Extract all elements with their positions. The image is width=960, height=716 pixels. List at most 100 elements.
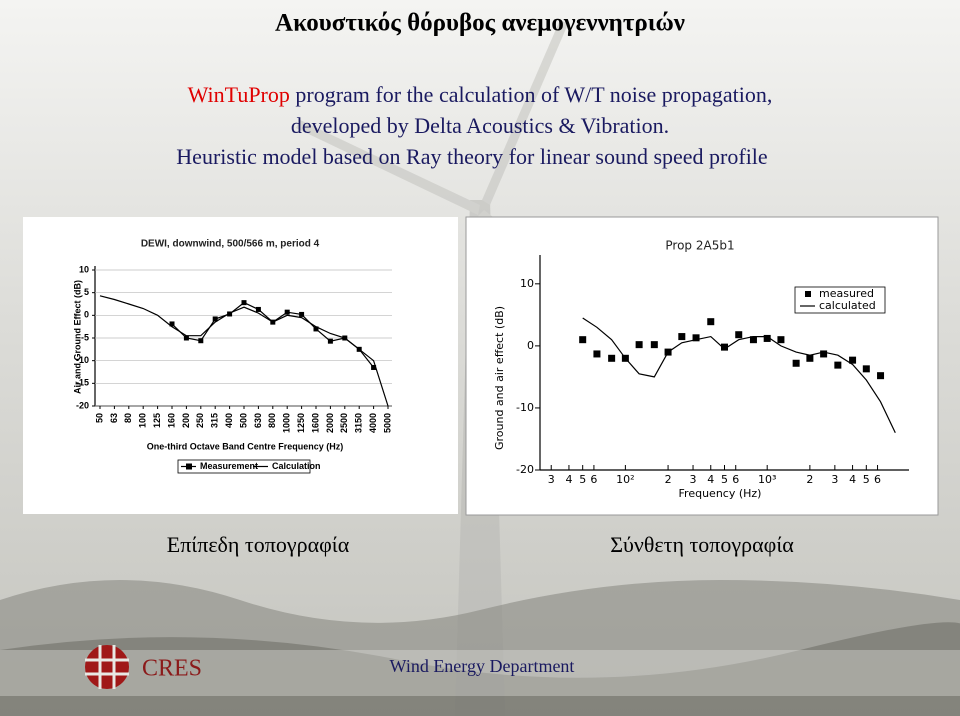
x-tick-label: 500 (238, 413, 248, 428)
legend-label: calculated (819, 299, 876, 312)
x-tick-label: 80 (123, 413, 133, 423)
x-axis-label: One-third Octave Band Centre Frequency (… (147, 441, 344, 451)
foreground (0, 622, 960, 716)
x-tick-label: 3 (690, 473, 697, 486)
y-axis-label: Air and Ground Effect (dB) (72, 280, 82, 394)
intro-text: program for the calculation of W/T noise… (290, 82, 772, 107)
y-tick-label: 5 (84, 287, 89, 297)
marker (777, 336, 785, 344)
y-tick-label: 0 (84, 310, 89, 320)
x-tick-label: 125 (152, 413, 162, 428)
footer-logo-text: CRES (142, 656, 202, 682)
marker (806, 354, 814, 362)
x-tick-label: 5 (721, 473, 728, 486)
legend-swatch (186, 463, 192, 470)
marker (371, 364, 377, 370)
chart-title: Prop 2A5b1 (665, 239, 734, 253)
marker (650, 341, 658, 349)
y-tick-label: 10 (79, 264, 89, 274)
x-tick-label: 6 (590, 473, 597, 486)
x-tick-label: 2 (665, 473, 672, 486)
chart: -20 -15 -10 -5 0 5 10 50 63 80 100 125 160 200 250 315 4… (72, 239, 392, 474)
marker (327, 338, 333, 344)
x-tick-label: 1250 (296, 413, 306, 433)
y-tick-label: -10 (76, 355, 89, 365)
chart-panel (465, 216, 939, 516)
marker (313, 326, 319, 332)
slide-title: Ακουστικός θόρυβος ανεμογεννητριών (275, 10, 685, 37)
marker (284, 309, 290, 315)
x-tick-label: 200 (181, 413, 191, 428)
x-tick-label: 5000 (382, 413, 392, 433)
marker (608, 354, 616, 362)
y-tick-label: 10 (520, 277, 534, 290)
marker (169, 321, 175, 327)
y-tick-label: -20 (76, 400, 89, 410)
legend-box (177, 459, 311, 474)
marker (227, 311, 233, 317)
y-tick-label: -5 (81, 332, 89, 342)
marker (579, 336, 587, 344)
marker (635, 341, 643, 349)
x-tick-label: 63 (109, 413, 119, 423)
marker (255, 306, 261, 312)
y-tick-label: -10 (516, 401, 534, 414)
x-tick-label: 630 (253, 413, 263, 428)
marker (862, 365, 870, 373)
marker (183, 335, 189, 341)
footer-band (0, 650, 960, 696)
marker (721, 343, 728, 351)
marker (849, 356, 857, 364)
x-tick-label: 6 (874, 473, 881, 486)
y-tick-label: -15 (76, 378, 89, 388)
marker (198, 338, 204, 344)
x-tick-label: 2000 (325, 413, 335, 433)
intro-line: developed by Delta Acoustics & Vibration… (291, 113, 669, 138)
x-tick-label: 100 (138, 413, 148, 428)
marker (299, 311, 305, 317)
legend-label: Calculation (272, 461, 321, 471)
marker (820, 350, 828, 358)
marker (763, 334, 771, 342)
x-tick-label: 3 (831, 473, 838, 486)
marker (877, 372, 885, 380)
x-tick-label: 315 (210, 413, 220, 428)
marker (593, 350, 601, 358)
x-tick-label: 50 (94, 413, 104, 423)
x-tick-label: 4 (849, 473, 856, 486)
x-tick-label: 400 (224, 413, 234, 428)
caption: Σύνθετη τοπογραφία (610, 532, 794, 557)
marker (735, 331, 743, 339)
legend-swatch (805, 291, 811, 297)
x-tick-label: 3150 (354, 413, 364, 433)
x-tick-label: 2500 (339, 413, 349, 433)
marker (692, 334, 700, 342)
x-tick-label: 4 (707, 473, 714, 486)
marker (707, 318, 715, 326)
chart-title: DEWI, downwind, 500/566 m, period 4 (141, 239, 320, 250)
x-tick-label: 160 (166, 413, 176, 428)
legend-label: measured (819, 287, 874, 300)
x-tick-label: 5 (863, 473, 870, 486)
x-tick-label: 10³ (758, 473, 776, 486)
x-tick-label: 10² (616, 473, 634, 486)
y-tick-label: -20 (516, 463, 534, 476)
x-tick-label: 1600 (310, 413, 320, 433)
marker (834, 361, 842, 369)
x-tick-label: 6 (732, 473, 739, 486)
marker (749, 336, 757, 344)
x-tick-label: 5 (579, 473, 586, 486)
program-name: WinTuProp (188, 82, 290, 107)
intro-line: Heuristic model based on Ray theory for … (176, 144, 767, 169)
x-tick-label: 1000 (282, 413, 292, 433)
marker (241, 300, 247, 306)
legend-label: Measurement (200, 461, 258, 471)
marker (212, 316, 218, 322)
caption: Επίπεδη τοπογραφία (167, 532, 350, 557)
y-tick-label: 0 (527, 339, 534, 352)
x-axis-label: Frequency (Hz) (679, 487, 762, 500)
x-tick-label: 800 (267, 413, 277, 428)
marker (792, 359, 800, 367)
